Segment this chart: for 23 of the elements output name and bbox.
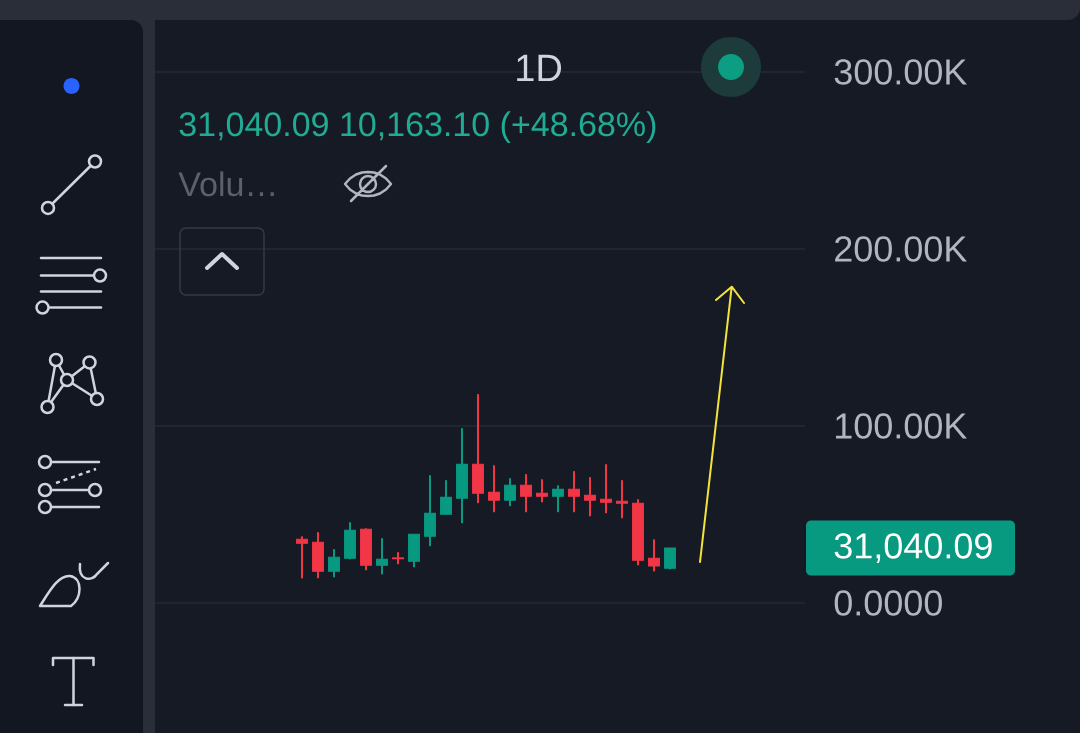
text: 31,040.09 10,163.10 (+48.68%) — [179, 111, 656, 144]
candlestick — [552, 484, 564, 514]
y-tick-label: 100.00K — [836, 413, 967, 439]
candlestick — [440, 479, 452, 516]
candlestick — [504, 477, 516, 508]
candlestick — [424, 474, 436, 548]
candlestick — [376, 537, 388, 576]
candlestick — [328, 548, 340, 579]
candlestick — [520, 473, 532, 514]
y-tick-label: 300.00K — [834, 59, 967, 85]
candlestick — [600, 463, 612, 515]
candlestick — [536, 478, 548, 504]
text: 31,040.09 — [834, 533, 992, 563]
y-tick-label: 0.0000 — [834, 590, 942, 616]
candlestick — [648, 538, 660, 573]
candlestick — [296, 535, 308, 580]
candlestick — [584, 476, 596, 518]
candlestick — [568, 470, 580, 514]
candlestick — [488, 464, 500, 514]
text: Volu… — [178, 171, 274, 197]
candlestick — [616, 479, 628, 520]
chart-title: 1D — [517, 54, 562, 81]
y-tick-label: 200.00K — [835, 236, 967, 262]
